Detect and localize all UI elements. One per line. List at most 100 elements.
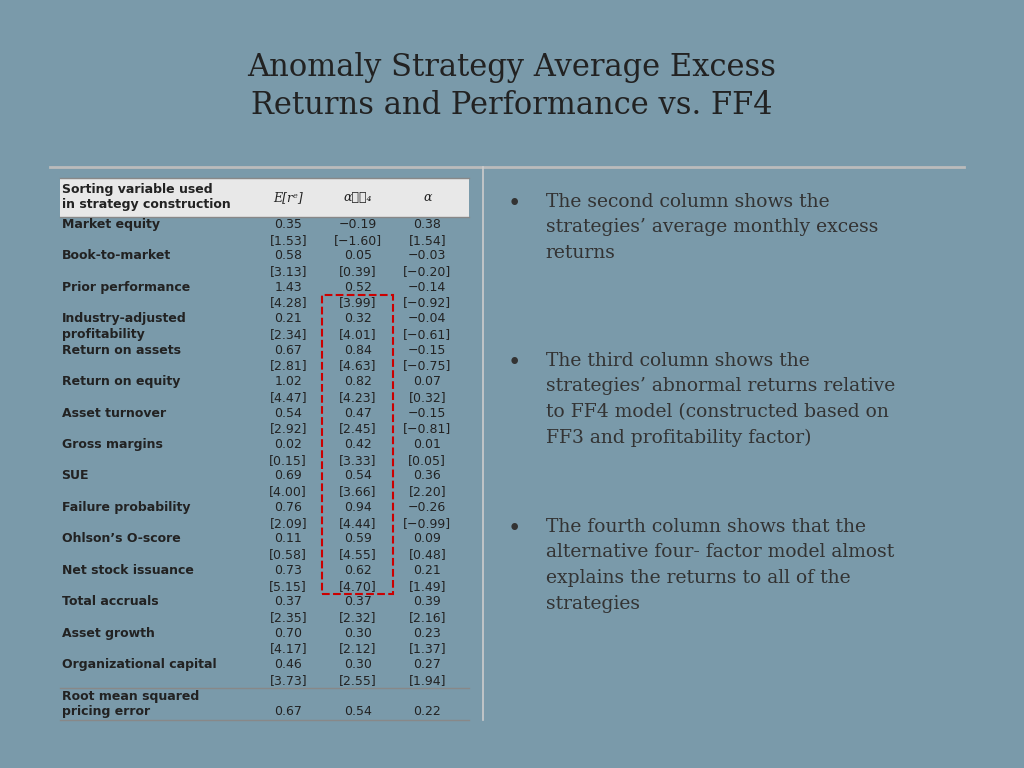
Text: Root mean squared: Root mean squared [61,690,199,703]
Text: [2.12]: [2.12] [339,643,377,655]
Text: 0.30: 0.30 [344,627,372,640]
Text: [3.73]: [3.73] [269,674,307,687]
Text: 0.58: 0.58 [274,250,302,263]
Text: 0.67: 0.67 [274,705,302,718]
Text: α: α [423,191,431,204]
Text: −0.14: −0.14 [409,281,446,294]
Text: 1.43: 1.43 [274,281,302,294]
Text: [2.92]: [2.92] [269,422,307,435]
Text: [0.05]: [0.05] [409,454,446,467]
Text: [3.99]: [3.99] [339,296,377,310]
Text: [4.00]: [4.00] [269,485,307,498]
Text: α₟₟₄: α₟₟₄ [343,191,372,204]
Text: 0.37: 0.37 [344,595,372,608]
Text: [1.49]: [1.49] [409,580,446,593]
Text: [2.81]: [2.81] [269,359,307,372]
Text: [2.55]: [2.55] [339,674,377,687]
Text: [3.33]: [3.33] [339,454,377,467]
Text: 0.30: 0.30 [344,658,372,671]
Text: 0.73: 0.73 [274,564,302,577]
Text: 0.70: 0.70 [274,627,302,640]
Text: pricing error: pricing error [61,705,150,718]
Text: 0.22: 0.22 [414,705,441,718]
Text: −0.15: −0.15 [409,406,446,419]
Text: [0.15]: [0.15] [269,454,307,467]
Text: The second column shows the
strategies’ average monthly excess
returns: The second column shows the strategies’ … [546,193,878,262]
Text: Gross margins: Gross margins [61,438,163,451]
Text: Organizational capital: Organizational capital [61,658,216,671]
Text: [0.32]: [0.32] [409,391,446,404]
Text: Net stock issuance: Net stock issuance [61,564,194,577]
Text: [−0.61]: [−0.61] [403,328,452,341]
Text: [−0.81]: [−0.81] [403,422,452,435]
Text: 0.02: 0.02 [274,438,302,451]
Text: Asset turnover: Asset turnover [61,406,166,419]
Text: [4.47]: [4.47] [269,391,307,404]
Text: Market equity: Market equity [61,218,160,231]
Text: 0.62: 0.62 [344,564,372,577]
Text: Prior performance: Prior performance [61,281,189,294]
Text: [−0.20]: [−0.20] [403,265,452,278]
Text: [5.15]: [5.15] [269,580,307,593]
Text: [4.44]: [4.44] [339,517,377,530]
Text: 0.27: 0.27 [414,658,441,671]
Text: Return on assets: Return on assets [61,343,180,356]
Text: 0.84: 0.84 [344,343,372,356]
Text: [2.20]: [2.20] [409,485,446,498]
Text: 0.09: 0.09 [414,532,441,545]
Text: [4.70]: [4.70] [339,580,377,593]
Text: [1.37]: [1.37] [409,643,446,655]
Text: •: • [507,518,520,540]
Text: 0.94: 0.94 [344,501,372,514]
Text: 0.54: 0.54 [274,406,302,419]
Text: 0.47: 0.47 [344,406,372,419]
Text: [4.28]: [4.28] [269,296,307,310]
Text: The fourth column shows that the
alternative four- factor model almost
explains : The fourth column shows that the alterna… [546,518,894,613]
Text: [−0.99]: [−0.99] [403,517,452,530]
Text: 0.37: 0.37 [274,595,302,608]
Text: 0.54: 0.54 [344,705,372,718]
Text: [4.55]: [4.55] [339,548,377,561]
Text: profitability: profitability [61,328,144,341]
Text: −0.04: −0.04 [409,313,446,325]
Text: E[rᵉ]: E[rᵉ] [273,191,303,204]
Text: −0.15: −0.15 [409,343,446,356]
Text: 0.21: 0.21 [414,564,441,577]
Text: Total accruals: Total accruals [61,595,158,608]
Text: [1.54]: [1.54] [409,233,446,247]
Bar [323,295,393,594]
Text: [4.23]: [4.23] [339,391,377,404]
Text: •: • [507,352,520,373]
Text: Book-to-market: Book-to-market [61,250,171,263]
Text: SUE: SUE [61,469,89,482]
Text: [2.45]: [2.45] [339,422,377,435]
Text: −0.19: −0.19 [339,218,377,231]
Text: Sorting variable used
in strategy construction: Sorting variable used in strategy constr… [61,184,230,211]
Text: 0.38: 0.38 [414,218,441,231]
Text: 0.01: 0.01 [414,438,441,451]
Text: [2.34]: [2.34] [269,328,307,341]
Text: −0.03: −0.03 [409,250,446,263]
Text: 0.46: 0.46 [274,658,302,671]
Text: [0.39]: [0.39] [339,265,377,278]
Text: Asset growth: Asset growth [61,627,155,640]
Text: [3.13]: [3.13] [269,265,307,278]
Text: [−0.92]: [−0.92] [403,296,452,310]
Text: [2.16]: [2.16] [409,611,446,624]
Text: 0.23: 0.23 [414,627,441,640]
Text: [2.35]: [2.35] [269,611,307,624]
Text: Failure probability: Failure probability [61,501,190,514]
Text: 0.82: 0.82 [344,375,372,388]
Text: Return on equity: Return on equity [61,375,180,388]
Text: [2.09]: [2.09] [269,517,307,530]
Text: 0.36: 0.36 [414,469,441,482]
Text: [−1.60]: [−1.60] [334,233,382,247]
Text: −0.26: −0.26 [409,501,446,514]
Text: 0.54: 0.54 [344,469,372,482]
Text: 0.67: 0.67 [274,343,302,356]
Text: 0.69: 0.69 [274,469,302,482]
Text: 0.42: 0.42 [344,438,372,451]
Text: 0.05: 0.05 [344,250,372,263]
Text: [2.32]: [2.32] [339,611,377,624]
Text: [3.66]: [3.66] [339,485,377,498]
